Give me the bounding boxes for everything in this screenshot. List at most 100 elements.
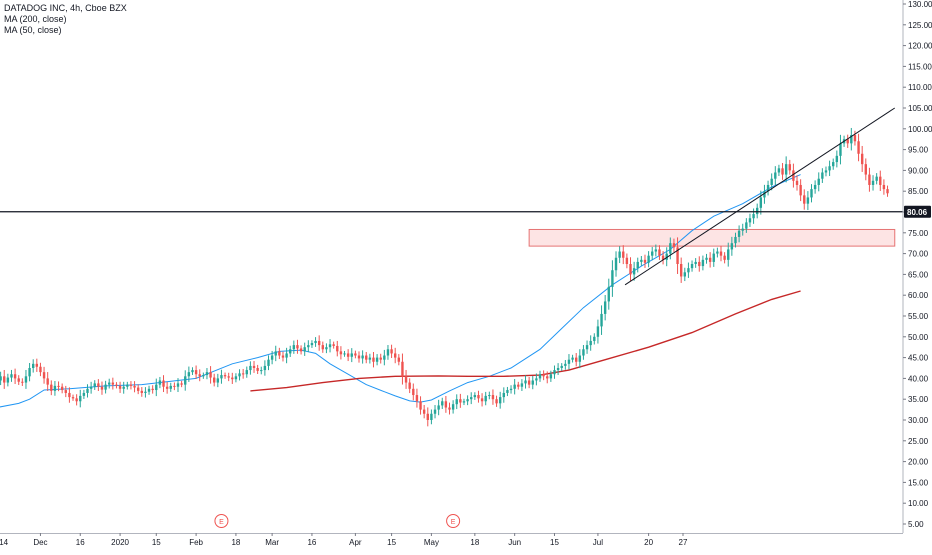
candle[interactable] — [274, 351, 277, 356]
candle[interactable] — [705, 257, 708, 260]
candle[interactable] — [832, 162, 835, 167]
candle[interactable] — [629, 264, 632, 275]
candle[interactable] — [394, 353, 397, 358]
candle[interactable] — [567, 359, 571, 364]
candle[interactable] — [401, 361, 404, 377]
candle[interactable] — [527, 380, 531, 385]
candle[interactable] — [375, 357, 379, 362]
candle[interactable] — [126, 384, 129, 387]
candle[interactable] — [336, 345, 339, 352]
candle[interactable] — [480, 398, 484, 402]
candle[interactable] — [133, 385, 136, 388]
candle[interactable] — [734, 236, 737, 244]
candle[interactable] — [426, 413, 429, 420]
candle[interactable] — [716, 251, 719, 254]
candle[interactable] — [93, 383, 96, 387]
candle[interactable] — [636, 261, 639, 269]
candle[interactable] — [213, 377, 216, 383]
candle[interactable] — [317, 340, 321, 346]
candle[interactable] — [39, 366, 42, 373]
candle[interactable] — [748, 218, 752, 223]
candle[interactable] — [202, 375, 205, 377]
candle[interactable] — [108, 382, 111, 385]
candle[interactable] — [658, 249, 661, 256]
candle[interactable] — [412, 388, 415, 396]
candle[interactable] — [422, 409, 426, 414]
candle[interactable] — [129, 384, 133, 386]
candle[interactable] — [234, 376, 238, 380]
candle[interactable] — [846, 139, 849, 144]
candle[interactable] — [289, 349, 292, 354]
candle[interactable] — [408, 382, 411, 389]
candle[interactable] — [332, 344, 335, 346]
candle[interactable] — [549, 374, 553, 379]
candle[interactable] — [28, 368, 31, 377]
candle[interactable] — [560, 365, 563, 368]
candle[interactable] — [853, 135, 857, 142]
candle[interactable] — [17, 378, 20, 382]
candle[interactable] — [524, 380, 527, 384]
candle[interactable] — [140, 390, 143, 393]
candle[interactable] — [50, 384, 53, 391]
candle[interactable] — [803, 195, 806, 204]
candle[interactable] — [676, 247, 679, 264]
candle[interactable] — [57, 385, 60, 387]
candle[interactable] — [158, 380, 162, 385]
candle[interactable] — [216, 378, 220, 383]
candle[interactable] — [517, 384, 520, 387]
candle[interactable] — [111, 382, 115, 385]
candle[interactable] — [118, 385, 122, 389]
candle[interactable] — [488, 395, 491, 397]
candle[interactable] — [104, 384, 107, 390]
candle[interactable] — [538, 374, 542, 379]
candle[interactable] — [756, 207, 759, 215]
candle[interactable] — [176, 383, 180, 387]
candle[interactable] — [806, 197, 810, 204]
candle[interactable] — [180, 383, 183, 385]
candle[interactable] — [6, 377, 10, 383]
candle[interactable] — [462, 401, 466, 403]
candle[interactable] — [82, 392, 86, 396]
candle[interactable] — [260, 370, 263, 372]
candle[interactable] — [231, 377, 234, 380]
candle[interactable] — [484, 395, 487, 402]
earnings-marker[interactable] — [446, 514, 461, 528]
candle[interactable] — [53, 385, 57, 391]
time-axis[interactable]: 14 Dec 16 2020 15 Feb 18 Mar 16 Apr 15 May 18 Jun 15 Ju… — [0, 514, 903, 548]
candle[interactable] — [860, 153, 864, 165]
candle[interactable] — [603, 301, 607, 314]
candle[interactable] — [437, 405, 440, 410]
candle[interactable] — [227, 376, 230, 378]
candle[interactable] — [350, 353, 353, 357]
candle[interactable] — [256, 368, 259, 371]
candle[interactable] — [661, 255, 665, 260]
candle[interactable] — [249, 365, 252, 371]
candle[interactable] — [770, 178, 773, 185]
candle[interactable] — [542, 374, 545, 377]
candle[interactable] — [361, 355, 364, 359]
candle[interactable] — [694, 261, 697, 264]
candle[interactable] — [155, 384, 158, 391]
candle[interactable] — [625, 257, 629, 264]
candle[interactable] — [46, 378, 49, 385]
candle[interactable] — [310, 343, 314, 346]
candle[interactable] — [343, 353, 346, 355]
candle[interactable] — [419, 401, 422, 410]
candle[interactable] — [669, 243, 672, 254]
candle[interactable] — [520, 383, 524, 387]
candle[interactable] — [672, 243, 676, 248]
candle[interactable] — [857, 141, 860, 154]
candle[interactable] — [169, 385, 172, 389]
candle[interactable] — [879, 176, 882, 185]
candle[interactable] — [556, 368, 560, 371]
candle[interactable] — [473, 395, 477, 398]
candle[interactable] — [850, 135, 853, 144]
candle[interactable] — [459, 399, 462, 403]
candle[interactable] — [194, 370, 198, 375]
candle[interactable] — [136, 387, 140, 391]
candle[interactable] — [328, 344, 332, 348]
candle[interactable] — [546, 376, 549, 379]
candle[interactable] — [813, 184, 817, 190]
candle[interactable] — [571, 357, 574, 360]
candle[interactable] — [184, 376, 187, 385]
